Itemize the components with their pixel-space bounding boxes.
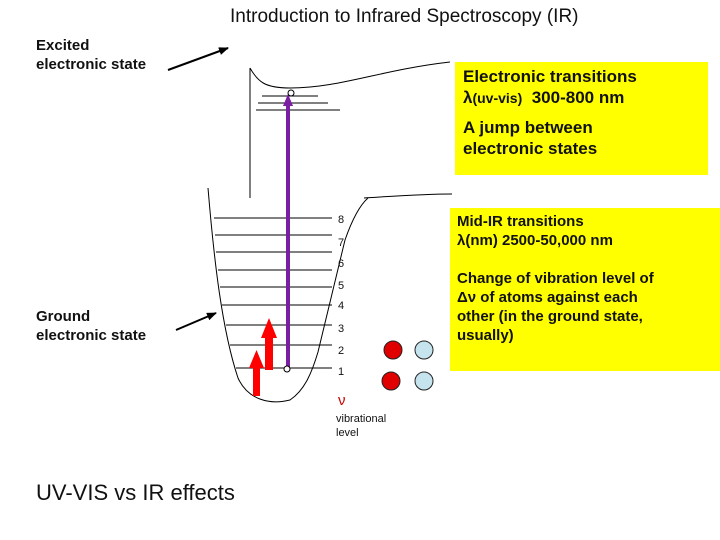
ground-vibrational-lines (214, 217, 332, 369)
ground-potential-curve (207, 187, 369, 403)
vib-level-7: 7 (338, 237, 345, 249)
ir-info-box: Mid-IR transitions λ(nm) 2500-50,000 nm … (450, 208, 720, 371)
excited-potential-curve (249, 61, 451, 89)
excited-pointer-arrow (167, 47, 229, 71)
vib-level-5: 5 (338, 280, 345, 292)
ground-dot (283, 365, 291, 373)
lambda-symbol: λ (457, 232, 466, 249)
vib-level-3: 3 (338, 323, 345, 335)
vib-level-2: 2 (338, 345, 345, 357)
nu-symbol: ν (338, 392, 346, 409)
excited-curve-tail (363, 193, 453, 199)
ground-state-label: Ground electronic state (36, 308, 147, 344)
bottom-caption: UV-VIS vs IR effects (36, 480, 235, 505)
excited-vibrational-lines (256, 95, 340, 111)
atom-blue-upper (414, 340, 434, 360)
ground-pointer-arrow (175, 312, 217, 331)
page-title: Introduction to Infrared Spectroscopy (I… (230, 6, 579, 27)
vib-level-1: 1 (338, 366, 345, 378)
delta-nu-symbol: Δν (457, 289, 477, 306)
vibrational-level-caption: vibrational level (336, 413, 387, 439)
atom-blue-lower (414, 371, 434, 391)
uvvis-info-box: Electronic transitions λ(uv-vis) 300-800… (455, 62, 708, 175)
vib-level-4: 4 (338, 300, 345, 312)
excited-dot (287, 89, 295, 97)
vibrational-arrow-large (261, 318, 277, 370)
atom-red-upper (383, 340, 403, 360)
vib-level-6: 6 (338, 258, 345, 270)
excited-state-label: Excited electronic state (36, 37, 147, 73)
vib-level-8: 8 (338, 214, 345, 226)
lambda-symbol: λ (463, 88, 473, 107)
vibrational-arrow-small (249, 350, 264, 396)
atom-red-lower (381, 371, 401, 391)
